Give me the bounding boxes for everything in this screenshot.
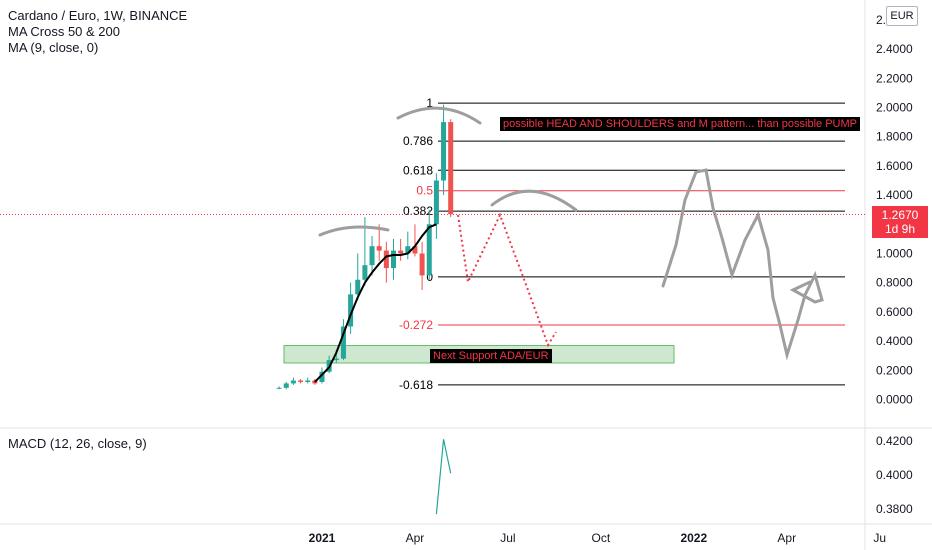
- last-price-value: 1.2670: [881, 207, 919, 222]
- candle-body-23: [441, 122, 447, 181]
- symbol-legend[interactable]: Cardano / Euro, 1W, BINANCE: [8, 8, 188, 23]
- ma-line: [314, 223, 437, 383]
- time-tick-0: 2021: [309, 531, 336, 545]
- candle-body-13: [369, 246, 375, 266]
- fib-label-2: 0.618: [403, 163, 433, 177]
- fib-label-7: -0.618: [399, 378, 433, 392]
- macd-tick-0: 0.3800: [876, 502, 913, 516]
- price-tick-12: 2.4000: [876, 42, 913, 56]
- price-tick-0: 0.0000: [876, 393, 913, 407]
- head-arc-drawing: [396, 106, 482, 125]
- candle-body-22: [433, 180, 439, 225]
- price-tick-5: 1.0000: [876, 247, 913, 261]
- candle-body-11: [355, 279, 361, 295]
- countdown-label: 1d 9h: [884, 221, 916, 236]
- candle-body-24: [448, 122, 454, 215]
- fib-label-1: 0.786: [403, 134, 433, 148]
- macd-layer: [435, 439, 452, 515]
- candle-body-16: [391, 250, 396, 269]
- currency-button[interactable]: EUR: [886, 6, 918, 26]
- ma-layer: [314, 223, 437, 383]
- candle-body-10: [348, 294, 354, 327]
- right-shoulder-arc-drawing: [490, 189, 578, 212]
- time-tick-4: 2022: [680, 531, 707, 545]
- candle-body-12: [362, 265, 368, 280]
- hand-drawings: [318, 106, 824, 361]
- price-tick-11: 2.2000: [876, 71, 913, 85]
- candle-body-19: [412, 246, 418, 254]
- price-tick-4: 0.8000: [876, 276, 913, 290]
- price-tick-2: 0.4000: [876, 334, 913, 348]
- future-m-pattern-drawing: [661, 168, 824, 361]
- fib-label-0: 1: [426, 96, 433, 110]
- fib-label-5: 0: [426, 270, 433, 284]
- macd-line: [435, 439, 452, 515]
- projection-path: [457, 212, 557, 348]
- candle-body-6: [319, 371, 325, 382]
- fib-label-3: 0.5: [416, 184, 433, 198]
- candle-body-17: [398, 250, 404, 254]
- fib-label-4: 0.382: [403, 204, 433, 218]
- candle-body-14: [376, 246, 382, 251]
- price-tick-1: 0.2000: [876, 363, 913, 377]
- price-tick-3: 0.6000: [876, 305, 913, 319]
- candle-body-15: [383, 250, 389, 269]
- candle-body-9: [340, 326, 346, 359]
- time-tick-2: Jul: [500, 531, 515, 545]
- last-price-badge: 1.2670 1d 9h: [872, 205, 928, 238]
- candle-body-8: [333, 358, 339, 361]
- candle-body-21: [426, 224, 432, 276]
- support-annotation[interactable]: Next Support ADA/EUR: [430, 349, 552, 363]
- candle-body-0: [276, 387, 282, 389]
- candle-body-1: [283, 383, 289, 388]
- projection-dotted: [457, 212, 557, 348]
- fib-label-6: -0.272: [399, 318, 433, 332]
- price-tick-10: 2.0000: [876, 101, 913, 115]
- candle-body-18: [405, 246, 411, 254]
- price-tick-9: 1.8000: [876, 130, 913, 144]
- ma-cross-legend[interactable]: MA Cross 50 & 200: [8, 24, 120, 39]
- price-tick-7: 1.4000: [876, 188, 913, 202]
- macd-legend[interactable]: MACD (12, 26, close, 9): [8, 436, 147, 451]
- time-tick-1: Apr: [406, 531, 425, 545]
- macd-axis-ticks: 0.3800 0.4000 0.4200: [876, 434, 913, 516]
- time-tick-6: Ju: [873, 531, 886, 545]
- candle-body-2: [290, 380, 296, 384]
- macd-tick-1: 0.4000: [876, 468, 913, 482]
- time-tick-5: Apr: [777, 531, 796, 545]
- macd-tick-2: 0.4200: [876, 434, 913, 448]
- time-axis-ticks: 2021 Apr Jul Oct 2022 Apr Ju: [309, 531, 886, 545]
- time-tick-3: Oct: [592, 531, 611, 545]
- ma-legend[interactable]: MA (9, close, 0): [8, 40, 99, 55]
- candle-body-3: [298, 380, 304, 382]
- left-shoulder-arc-drawing: [318, 225, 390, 237]
- pattern-annotation[interactable]: possible HEAD AND SHOULDERS and M patter…: [500, 117, 860, 131]
- fib-levels-layer: 1 0.786 0.618 0.5 0.382 0 -0.272 -0.618: [399, 96, 845, 392]
- price-tick-8: 1.6000: [876, 159, 913, 173]
- candle-body-4: [305, 380, 311, 382]
- candle-body-20: [419, 253, 425, 276]
